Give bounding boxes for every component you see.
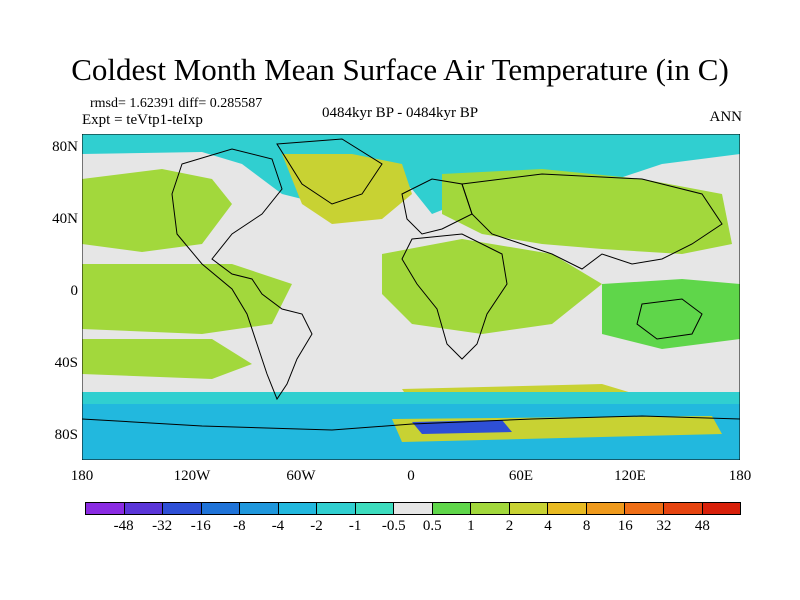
colorbar-label: -16	[190, 518, 211, 534]
coastlines	[82, 138, 740, 431]
map-plot	[82, 134, 740, 460]
colorbar-label: -8	[233, 518, 246, 534]
colorbar-cell	[663, 503, 703, 514]
colorbar-cell	[124, 503, 164, 514]
colorbar-label: 32	[656, 518, 672, 534]
stats-label: rmsd= 1.62391 diff= 0.285587	[90, 96, 263, 111]
x-tick-label: 60E	[508, 468, 534, 484]
colorbar-cell	[240, 503, 279, 514]
experiment-label: Expt = teVtp1-teIxp	[82, 112, 203, 128]
colorbar-label: -32	[152, 518, 173, 534]
colorbar-cell	[509, 503, 549, 514]
colorbar-cell	[278, 503, 318, 514]
season-label: ANN	[709, 109, 743, 125]
colorbar-label: 48	[694, 518, 710, 534]
colorbar-label: -2	[310, 518, 323, 534]
anomaly-region-cyan	[82, 134, 740, 214]
anomaly-region-green-tropics	[82, 264, 292, 334]
colorbar-label: -4	[271, 518, 285, 534]
map-canvas	[82, 134, 740, 460]
x-tick-label: 120E	[614, 468, 646, 484]
anomaly-region-green-asia	[442, 169, 732, 254]
colorbar-label: 2	[505, 518, 514, 534]
colorbar-cell	[432, 503, 472, 514]
colorbar-label: -1	[348, 518, 362, 534]
colorbar-cell	[625, 503, 664, 514]
y-tick-label: 40N	[52, 211, 78, 227]
colorbar-label: 8	[582, 518, 591, 534]
colorbar	[85, 502, 741, 515]
colorbar-cell	[317, 503, 356, 514]
colorbar-label: -0.5	[381, 518, 406, 534]
colorbar-cell	[394, 503, 433, 514]
colorbar-label: 1	[467, 518, 475, 534]
colorbar-cell	[355, 503, 395, 514]
colorbar-label: -48	[113, 518, 134, 534]
x-tick-label: 180	[70, 468, 94, 484]
x-tick-label: 180	[728, 468, 752, 484]
colorbar-label: 16	[617, 518, 633, 534]
period-label: 0484kyr BP - 0484kyr BP	[321, 105, 479, 121]
anomaly-region-green-pacific	[602, 279, 740, 349]
colorbar-cell	[586, 503, 626, 514]
colorbar-cell	[548, 503, 587, 514]
x-tick-label: 120W	[173, 468, 211, 484]
y-tick-label: 40S	[54, 355, 78, 371]
colorbar-cell	[471, 503, 510, 514]
anomaly-region-deepblue-antarctic	[412, 420, 512, 434]
colorbar-cell	[201, 503, 241, 514]
colorbar-label: 4	[544, 518, 552, 534]
colorbar-label: 0.5	[422, 518, 442, 534]
x-tick-label: 0	[407, 468, 415, 484]
anomaly-region-green-south-pacific	[82, 339, 252, 379]
colorbar-cell	[702, 503, 741, 514]
map-title: Coldest Month Mean Surface Air Temperatu…	[71, 52, 729, 87]
colorbar-cell	[163, 503, 202, 514]
y-tick-label: 80S	[54, 427, 78, 443]
y-tick-label: 80N	[52, 139, 78, 155]
y-tick-label: 0	[70, 283, 79, 299]
anomaly-region-orange-atlantic	[282, 154, 412, 224]
anomaly-region-green-north	[82, 169, 232, 252]
colorbar-cell	[86, 503, 125, 514]
x-tick-label: 60W	[286, 468, 316, 484]
